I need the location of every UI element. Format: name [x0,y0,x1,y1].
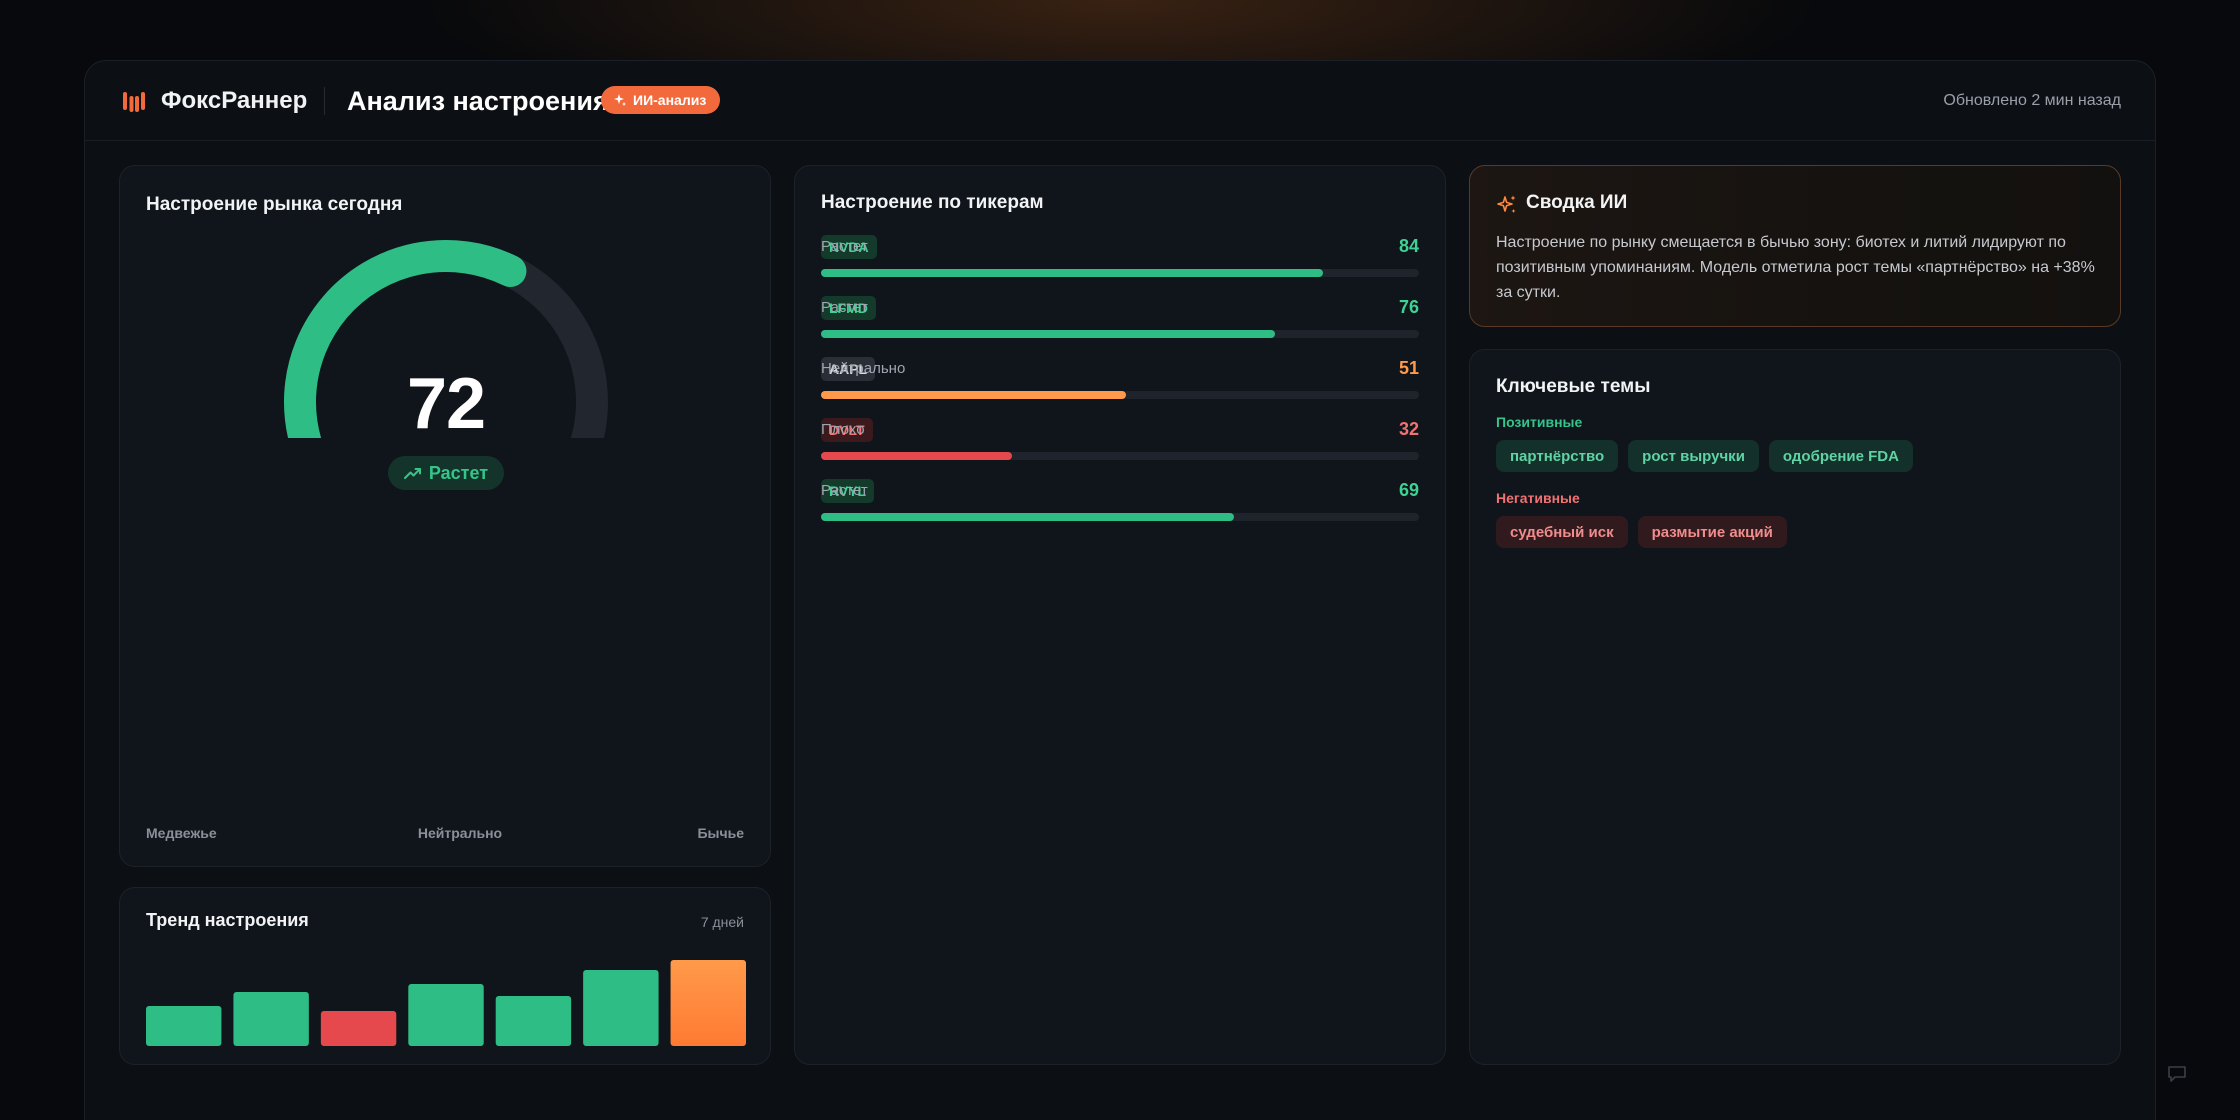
ticker-symbol: LFMD [821,296,876,320]
page-title: Анализ настроения [347,86,609,116]
trend-bar[interactable] [146,1006,222,1046]
ticker-sentiment-card: Настроение по тикерам NVDA Растет 84 LFMD Ра… [794,165,1446,1065]
ticker-symbol: RVYL [821,479,875,503]
ticker-bar-track [821,452,1419,460]
theme-chip[interactable]: судебный иск [1496,516,1628,548]
ticker-row[interactable]: RVYL Растет 69 [821,479,1419,527]
sentiment-trend-card: Тренд настроения 7 дней [119,887,771,1065]
ticker-score: 76 [1398,297,1419,317]
ticker-bar-fill [821,452,1013,460]
ticker-symbol: DVLT [821,418,873,442]
theme-chip[interactable]: партнёрство [1496,440,1619,472]
ticker-bar-track [821,391,1419,399]
ticker-bar-fill [821,391,1126,399]
ticker-bar-track [821,513,1419,521]
ticker-bar-track [821,330,1419,338]
ticker-title: Настроение по тикерам [821,192,1044,213]
theme-chip[interactable]: размытие акций [1637,516,1787,548]
header-divider [324,87,325,115]
sparkle-icon [1497,195,1516,213]
ticker-score: 32 [1398,419,1419,439]
negative-theme-chips: судебный иск размытие акций [1496,516,1787,548]
positive-themes-label: Позитивные [1496,414,1583,430]
gauge-fill [284,240,527,438]
trend-bar-chart [146,960,746,1046]
trending-up-icon [403,468,421,479]
key-themes-card: Ключевые темы Позитивные партнёрство рост… [1469,349,2121,1065]
ticker-symbol: AAPL [821,357,876,381]
trend-range[interactable]: 7 дней [700,914,744,930]
trend-title: Тренд настроения [146,910,309,930]
negative-themes-label: Негативные [1496,490,1580,506]
ticker-bar-fill [821,513,1234,521]
trend-bar[interactable] [408,984,484,1046]
themes-title: Ключевые темы [1496,376,1651,397]
trend-label: Растет [428,462,489,483]
ticker-row[interactable]: NVDA Растет 84 [821,235,1419,283]
trend-bar[interactable] [670,960,746,1046]
ticker-score: 84 [1398,236,1419,256]
ticker-row[interactable]: DVLT Плохо 32 [821,418,1419,466]
market-sentiment-card: Настроение рынка сегодня 72 Растет Медве… [119,165,771,867]
trend-bar[interactable] [495,996,572,1046]
ticker-status: Растет [821,238,868,255]
sparkle-icon [614,94,626,106]
trend-badge: Растет [388,456,504,490]
theme-chip[interactable]: одобрение FDA [1768,440,1913,472]
ticker-status: Плохо [821,421,865,438]
ticker-bar-fill [821,330,1276,338]
gauge-title: Настроение рынка сегодня [146,194,403,215]
ai-badge-label: ИИ-анализ [633,92,707,108]
ticker-status: Растет [821,482,868,499]
ticker-row[interactable]: LFMD Растет 76 [821,296,1419,344]
gauge-value: 72 [406,364,486,444]
ticker-bar-fill [821,269,1324,277]
ticker-status: Нейтрально [821,360,906,377]
ticker-row[interactable]: AAPL Нейтрально 51 [821,357,1419,405]
ticker-score: 69 [1398,480,1419,500]
ai-summary-title: Сводка ИИ [1526,192,1628,213]
scale-bear-label: Медвежье [146,825,217,841]
trend-bar[interactable] [233,992,309,1046]
foxrunner-logo-icon[interactable] [121,88,147,114]
ticker-bar-track [821,269,1419,277]
app-window: ФоксРаннер Анализ настроения ИИ-анализ О… [84,60,2156,1120]
header: ФоксРаннер Анализ настроения ИИ-анализ О… [85,61,2155,141]
ai-summary-text: Настроение по рынку смещается в бычью зо… [1496,234,2095,301]
positive-theme-chips: партнёрство рост выручки одобрение FDA [1496,440,1913,472]
theme-chip[interactable]: рост выручки [1628,440,1759,472]
updated-timestamp: Обновлено 2 мин назад [1943,92,2121,109]
ai-summary-card: Сводка ИИ Настроение по рынку смещается … [1469,165,2121,327]
scale-neutral-label: Нейтрально [417,825,503,841]
ticker-status: Растет [821,299,868,316]
sentiment-gauge [284,240,608,438]
trend-bar[interactable] [320,1011,397,1046]
ticker-symbol: NVDA [821,235,877,259]
scale-bull-label: Бычье [697,825,744,841]
ticker-score: 51 [1398,358,1419,378]
ai-analysis-badge: ИИ-анализ [601,86,721,114]
trend-bar[interactable] [583,970,659,1046]
chat-bubble-icon[interactable] [2166,1064,2188,1084]
brand-name[interactable]: ФоксРаннер [161,87,308,114]
